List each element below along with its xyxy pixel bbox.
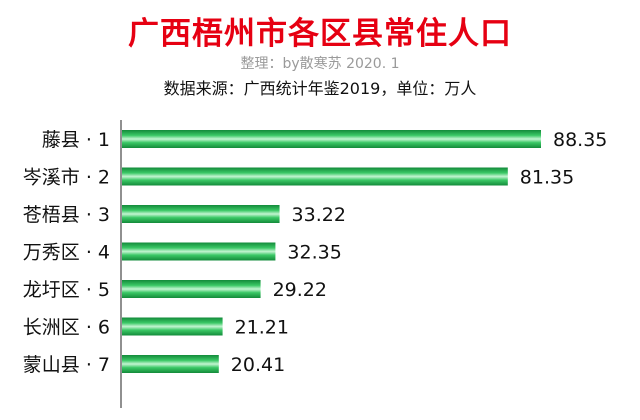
bar (122, 243, 275, 261)
value-label: 32.35 (287, 242, 341, 264)
value-label: 20.41 (231, 354, 285, 376)
category-label: 藤县 · 1 (42, 129, 110, 151)
bar (122, 130, 541, 148)
value-label: 29.22 (273, 279, 327, 301)
value-label: 33.22 (292, 204, 346, 226)
bar (122, 205, 280, 223)
category-label: 苍梧县 · 3 (23, 204, 110, 226)
bar (122, 355, 219, 373)
bar (122, 168, 508, 186)
value-label: 21.21 (235, 317, 289, 339)
category-label: 万秀区 · 4 (23, 242, 110, 264)
bar (122, 318, 223, 336)
value-label: 81.35 (520, 167, 574, 189)
bar (122, 280, 261, 298)
value-label: 88.35 (553, 129, 607, 151)
category-label: 蒙山县 · 7 (23, 354, 110, 376)
category-label: 龙圩区 · 5 (23, 279, 110, 301)
category-label: 长洲区 · 6 (23, 317, 110, 339)
category-label: 岑溪市 · 2 (23, 167, 110, 189)
